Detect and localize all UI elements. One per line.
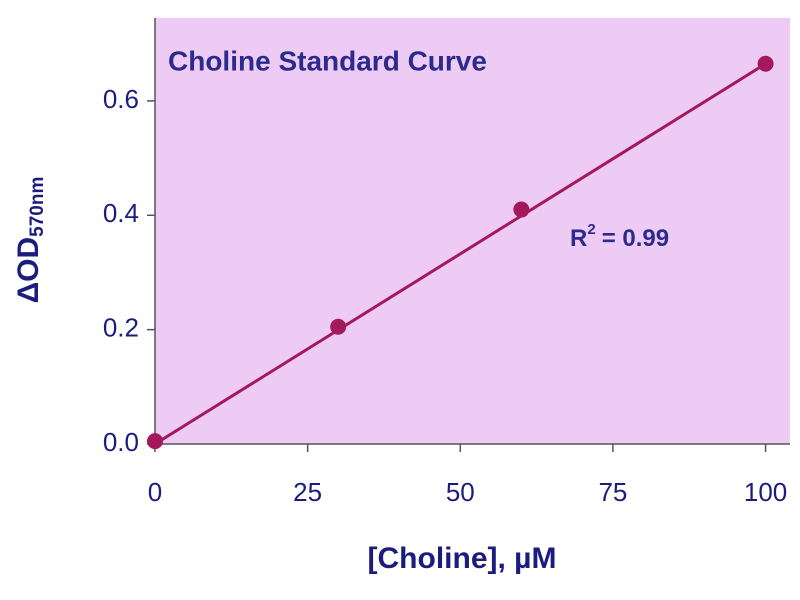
data-point [147,433,163,450]
y-axis-label-main: ΔOD [12,237,45,304]
x-tick-label: 75 [598,477,627,507]
x-tick-label: 25 [293,477,322,507]
x-axis-label: [Choline], µM [368,542,557,575]
r-squared-superscript: 2 [587,221,595,238]
data-point [330,318,347,335]
plot-area [155,18,790,444]
r-squared-text: = 0.99 [602,225,669,252]
r-squared: R2 = 0.99 [570,221,669,252]
data-point [757,55,774,72]
r-squared-base: R [570,225,587,252]
y-axis-label-subscript: 570nm [27,177,48,237]
x-tick-label: 0 [148,477,162,507]
y-tick-label: 0.6 [103,84,139,114]
x-tick-label: 50 [446,477,475,507]
y-axis-label: ΔOD570nm [12,177,48,304]
data-point [513,201,530,218]
y-tick-label: 0.2 [103,313,139,343]
fit-line [154,62,767,446]
x-tick-label: 100 [744,477,787,507]
y-tick-label: 0.0 [103,427,139,457]
chart-title: Choline Standard Curve [168,45,487,76]
y-tick-label: 0.4 [103,198,139,228]
